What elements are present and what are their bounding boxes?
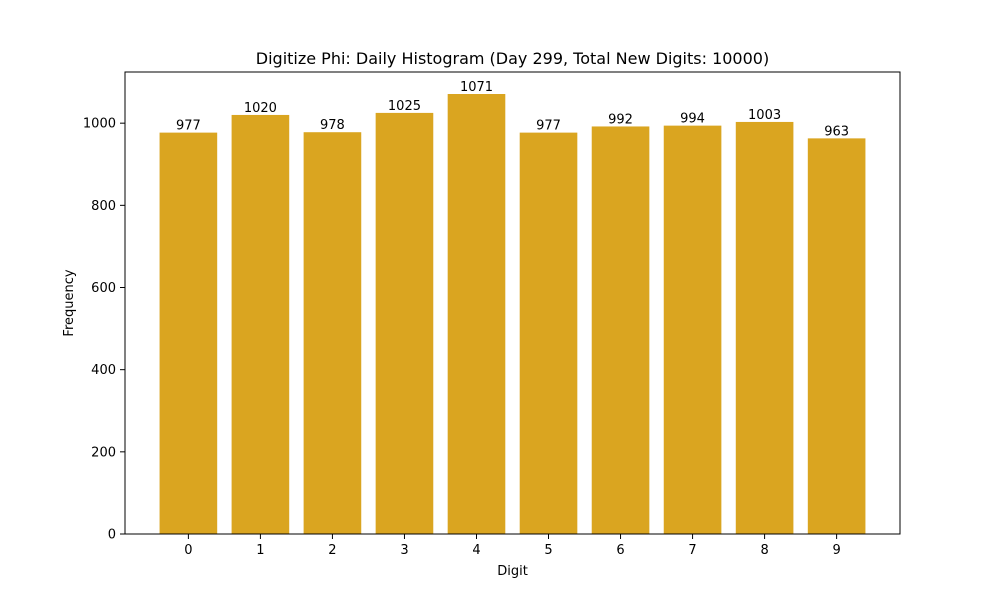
data-label-digit-4: 1071 [460,80,493,95]
y-tick-label: 0 [108,528,116,543]
data-label-digit-6: 992 [608,112,633,127]
bar-digit-1 [231,114,290,534]
x-tick-label: 9 [832,543,840,558]
x-tick-label: 2 [328,543,336,558]
data-label-digit-9: 963 [824,124,849,139]
y-tick-label: 600 [91,281,116,296]
bar-digit-6 [591,126,650,535]
x-tick-label: 8 [760,543,768,558]
y-tick-label: 1000 [83,117,116,132]
x-tick-label: 6 [616,543,624,558]
bar-digit-7 [663,125,722,534]
y-axis-label: Frequency [62,269,77,336]
data-label-digit-5: 977 [536,119,561,134]
bar-digit-3 [375,112,434,535]
bar-digit-5 [519,132,578,534]
x-axis-label: Digit [497,564,528,579]
chart-title: Digitize Phi: Daily Histogram (Day 299, … [256,49,769,68]
y-tick-label: 800 [91,199,116,214]
plot-frame [124,71,901,535]
data-label-digit-7: 994 [680,112,705,127]
y-tick-label: 400 [91,363,116,378]
bar-digit-2 [303,132,362,534]
data-label-digit-1: 1020 [244,101,277,116]
bar-digit-4 [447,94,506,534]
y-tick-label: 200 [91,445,116,460]
x-tick-label: 0 [184,543,192,558]
x-tick-label: 4 [472,543,480,558]
data-label-digit-3: 1025 [388,99,421,114]
bar-digit-8 [735,121,794,534]
data-label-digit-0: 977 [176,119,201,134]
bar-digit-9 [807,138,866,534]
data-label-digit-2: 978 [320,118,345,133]
x-tick-label: 7 [688,543,696,558]
data-label-digit-8: 1003 [748,108,781,123]
x-tick-label: 3 [400,543,408,558]
x-tick-label: 5 [544,543,552,558]
x-tick-label: 1 [256,543,264,558]
bar-digit-0 [159,132,218,534]
